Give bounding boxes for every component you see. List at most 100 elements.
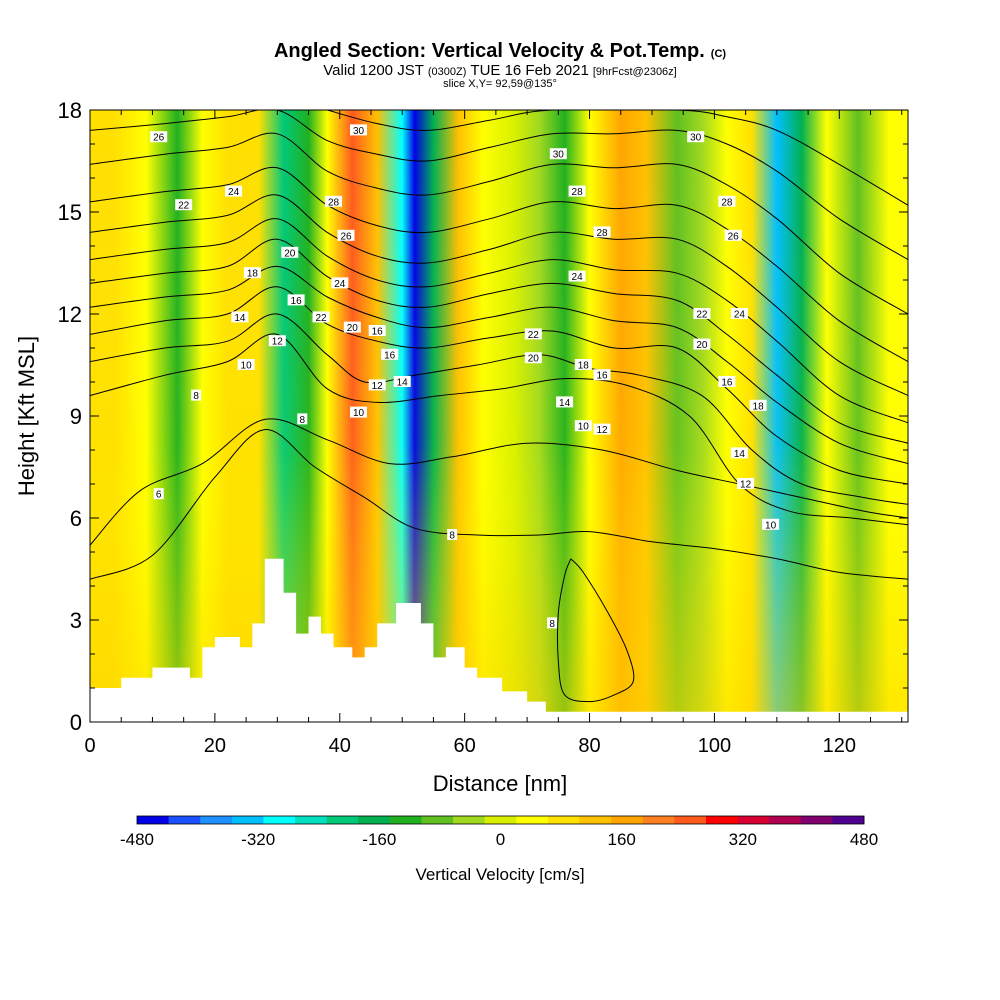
colorbar-tick-label: -160 xyxy=(362,830,396,849)
colorbar-swatch xyxy=(200,816,233,824)
contour-label-bg xyxy=(749,399,767,411)
contour-label-bg xyxy=(350,124,367,136)
contour-label-bg xyxy=(593,369,611,381)
contour-label: 22 xyxy=(528,330,540,341)
x-tick-label: 120 xyxy=(823,735,856,757)
isentrope-contours xyxy=(90,110,908,703)
isentrope-20 xyxy=(90,218,908,424)
contour-label-bg xyxy=(693,308,711,319)
colorbar-swatch xyxy=(547,816,580,824)
contour-label: 10 xyxy=(765,520,777,531)
contour-label: 24 xyxy=(572,272,584,283)
contour-label-bg xyxy=(368,325,386,336)
y-tick-label: 0 xyxy=(70,710,82,735)
contour-label-bg xyxy=(331,277,349,289)
contour-label: 16 xyxy=(721,378,733,389)
isentrope-18 xyxy=(90,238,908,444)
contour-label-bg xyxy=(343,321,361,333)
contour-label-bg xyxy=(762,518,780,530)
colorbar-tick-label: 0 xyxy=(496,830,505,849)
contour-label-bg xyxy=(730,447,748,459)
colorbar-swatch xyxy=(769,816,802,824)
contour-label: 26 xyxy=(340,231,352,242)
contour-label-bg xyxy=(191,389,202,401)
contour-label-bg xyxy=(350,406,367,418)
contour-label-bg xyxy=(281,246,299,258)
colorbar-swatch xyxy=(326,816,359,824)
contour-label: 8 xyxy=(549,619,555,630)
contour-label: 28 xyxy=(596,228,608,239)
colorbar-swatch xyxy=(832,816,865,824)
terrain-mask xyxy=(90,558,908,722)
x-tick-label: 60 xyxy=(454,735,476,757)
isentrope-30 xyxy=(327,110,908,206)
contour-label: 8 xyxy=(193,391,199,402)
contour-label-bg xyxy=(524,352,542,364)
isentrope-24 xyxy=(90,166,908,363)
contour-label: 8 xyxy=(300,415,306,426)
contour-label: 12 xyxy=(740,480,752,491)
x-tick-label: 80 xyxy=(578,735,600,757)
colorbar-swatch xyxy=(263,816,296,824)
colorbar-swatch xyxy=(579,816,612,824)
y-axis-label: Height [Kft MSL] xyxy=(14,336,39,496)
contour-label: 28 xyxy=(721,197,733,208)
contour-label-bg xyxy=(447,529,458,540)
contour-label: 18 xyxy=(578,361,590,372)
colorbar-swatch xyxy=(231,816,264,824)
contour-label-bg xyxy=(150,131,168,143)
y-tick-label: 15 xyxy=(58,200,82,225)
contour-label-bg xyxy=(153,488,164,500)
contour-label: 18 xyxy=(753,401,765,412)
isentrope-28 xyxy=(90,110,908,261)
contour-label-bg xyxy=(225,185,243,197)
isentrope-26 xyxy=(90,132,908,315)
contour-label-bg xyxy=(381,348,399,360)
isentrope-16 xyxy=(90,265,908,465)
contour-label-bg xyxy=(268,335,286,347)
contour-label: 24 xyxy=(734,310,746,321)
colorbar-swatch xyxy=(611,816,644,824)
colorbar-swatch xyxy=(705,816,738,824)
colorbar-tick-label: 160 xyxy=(608,830,636,849)
x-tick-label: 100 xyxy=(698,735,731,757)
isentrope-8 xyxy=(90,429,908,580)
colorbar-tick-label: 320 xyxy=(729,830,757,849)
colorbar-swatch xyxy=(168,816,201,824)
contour-label-bg xyxy=(574,420,592,432)
contour-label-bg xyxy=(574,359,592,370)
contour-label: 10 xyxy=(578,422,590,433)
contour-label-bg xyxy=(593,226,611,238)
contour-label-bg xyxy=(556,396,574,408)
y-tick-label: 6 xyxy=(70,506,82,531)
contour-label: 22 xyxy=(178,201,190,212)
contour-label-bg xyxy=(718,195,736,207)
contour-label-bg xyxy=(325,195,342,207)
contour-label-bg xyxy=(693,338,711,350)
contour-label-bg xyxy=(243,267,261,279)
contour-label: 14 xyxy=(397,378,409,389)
contour-label-bg xyxy=(337,229,355,241)
colorbar-swatch xyxy=(453,816,486,824)
contour-label: 14 xyxy=(734,449,746,460)
contour-label-bg xyxy=(175,199,193,211)
colorbar-frame xyxy=(136,815,865,825)
plot-area: 26 24 22 20 18 16 14 12 10 8 8 6 30 28 26 24 22 20 16 16 12 1… xyxy=(90,110,908,722)
colorbar-swatch xyxy=(421,816,454,824)
y-tick-label: 3 xyxy=(70,608,82,633)
colorbar-tick-label: 480 xyxy=(850,830,878,849)
contour-label: 14 xyxy=(559,398,571,409)
contour-label: 8 xyxy=(449,531,455,542)
low-level-shading xyxy=(90,110,908,722)
contour-label: 10 xyxy=(353,408,365,419)
contour-labels: 26 24 22 20 18 16 14 12 10 8 8 6 30 28 26 24 22 20 16 16 12 1… xyxy=(150,124,780,630)
colorbar-tick-label: -320 xyxy=(241,830,275,849)
contour-label: 14 xyxy=(234,313,246,324)
contour-label-bg xyxy=(287,294,305,306)
contour-label: 12 xyxy=(272,337,284,348)
contour-label: 16 xyxy=(372,327,384,338)
colorbar-swatch xyxy=(516,816,549,824)
colorbar-swatch xyxy=(389,816,422,824)
contour-label: 22 xyxy=(315,313,327,324)
